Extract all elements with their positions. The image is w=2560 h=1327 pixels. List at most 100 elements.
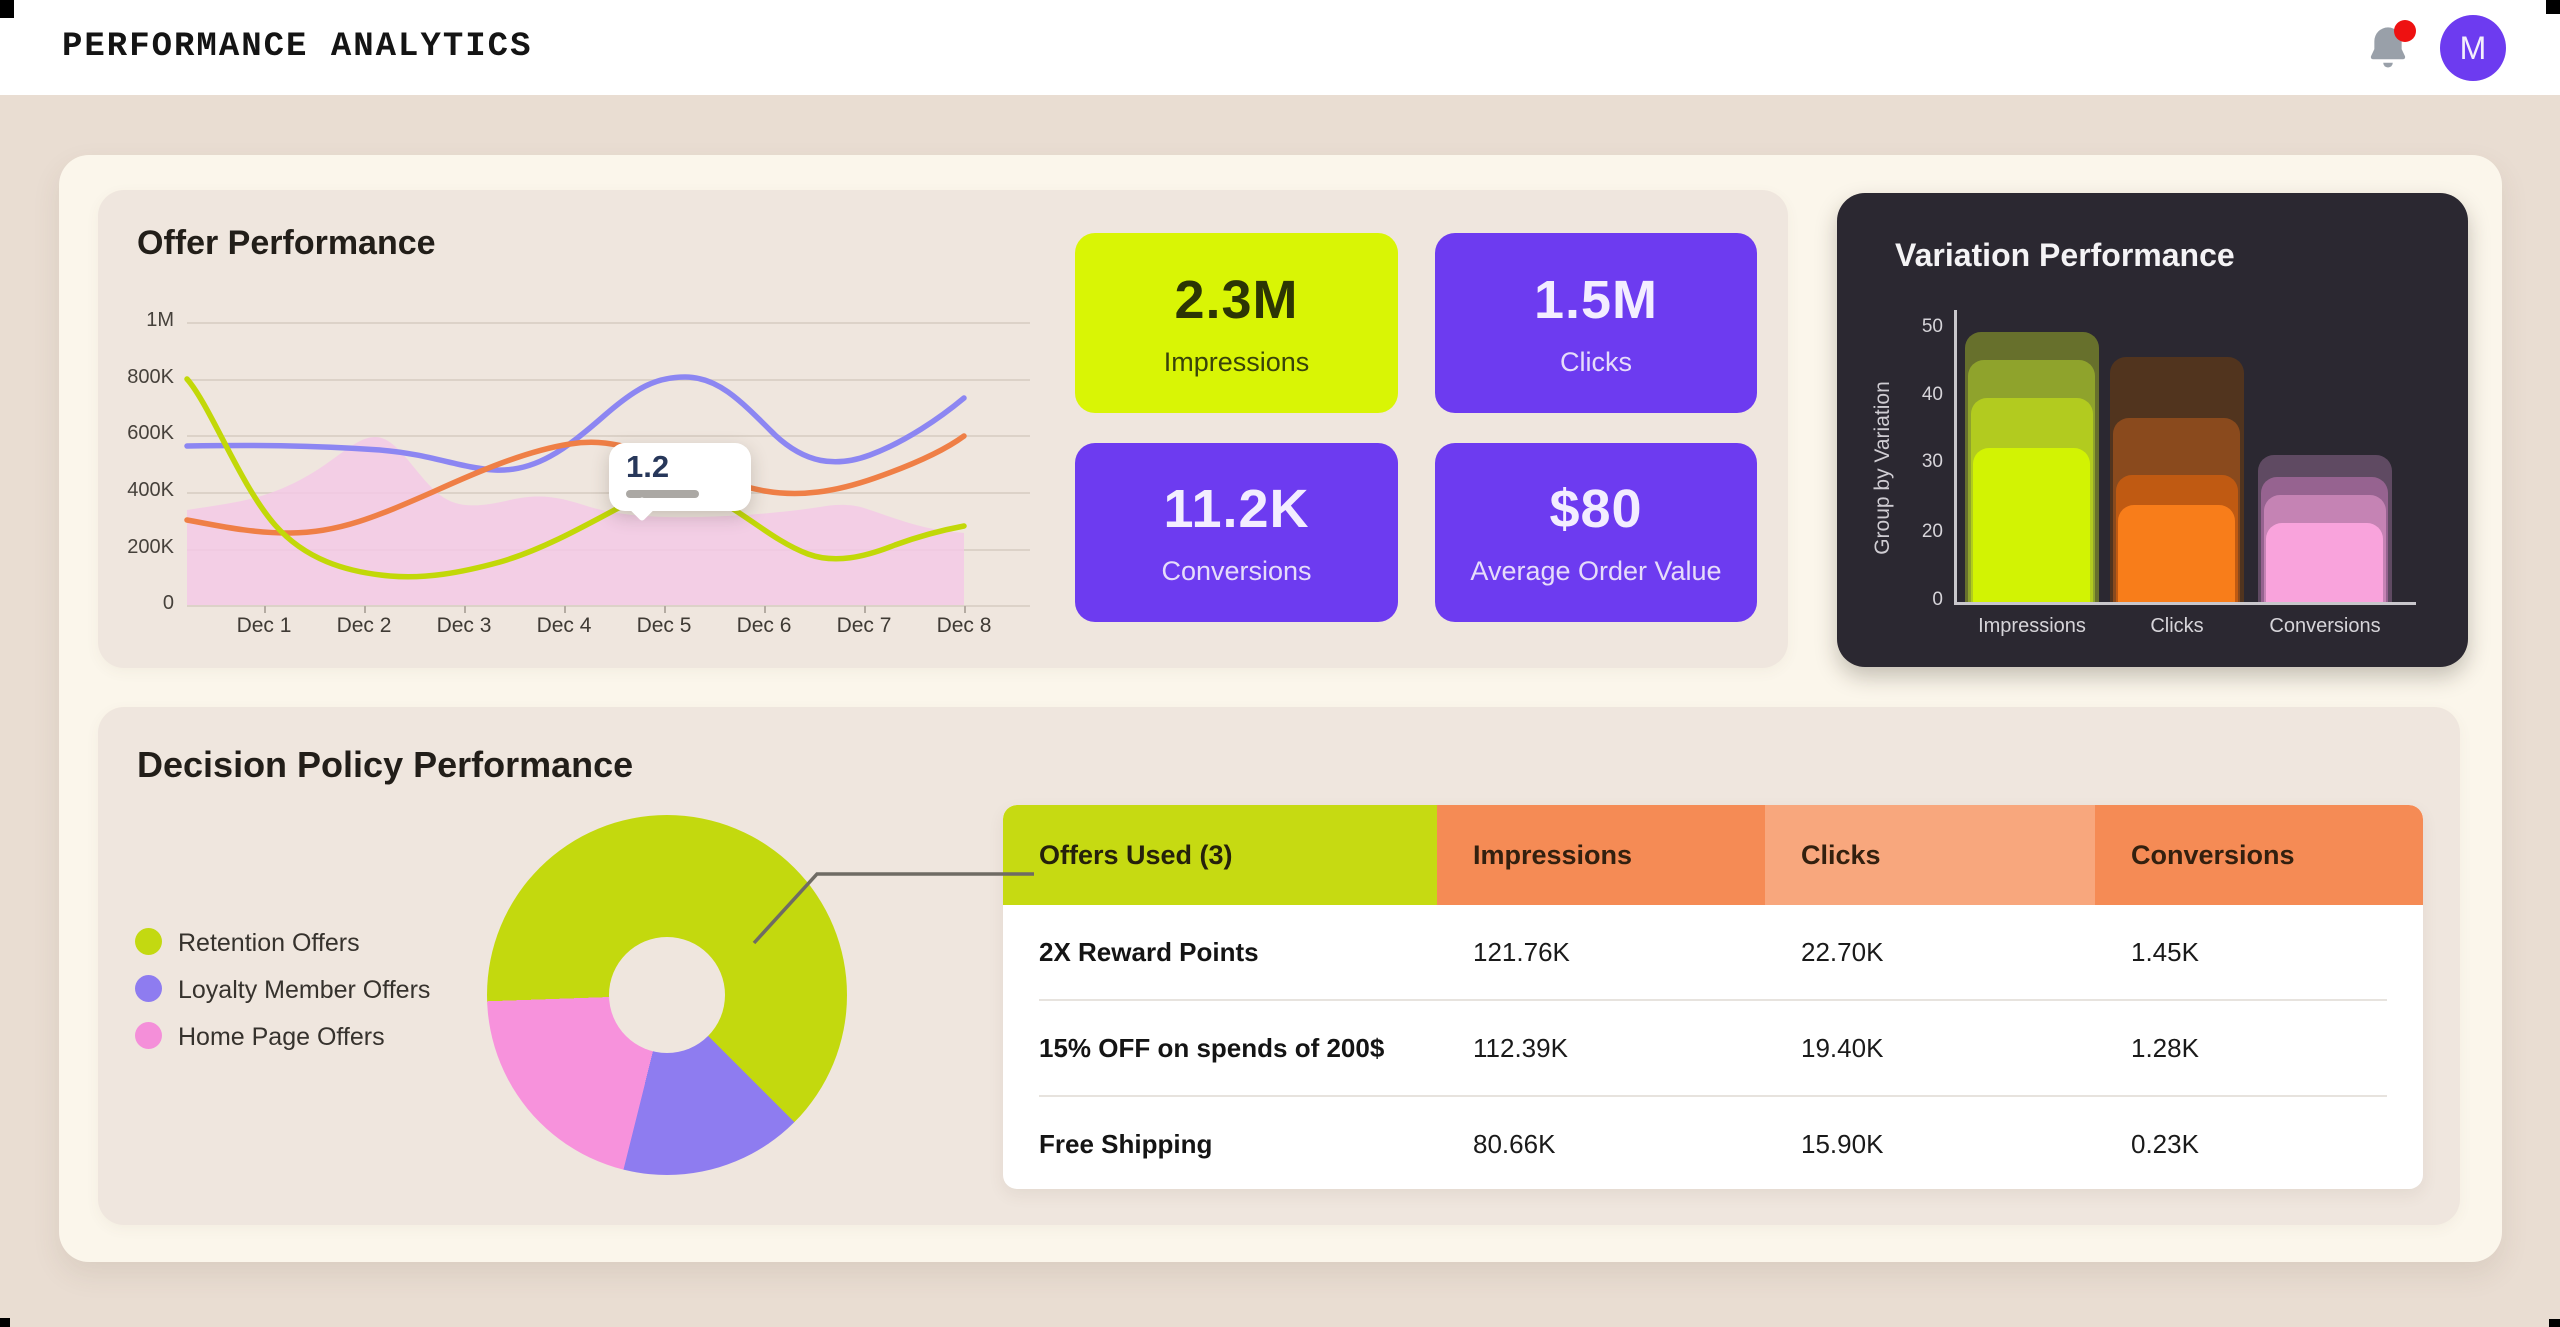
offer-conversions: 0.23K (2131, 1128, 2199, 1159)
legend-dot-loyalty (135, 975, 162, 1002)
corner-mark-bottom-left (0, 1318, 10, 1327)
x-axis-tick: Dec 3 (436, 614, 492, 637)
y-axis-tick: 600K (127, 422, 174, 444)
x-tick (964, 606, 966, 613)
table-header-clicks: Clicks (1765, 805, 2095, 905)
x-axis-tick: Dec 1 (236, 614, 292, 637)
x-axis-tick: Dec 4 (536, 614, 592, 637)
corner-mark-top-left (0, 0, 14, 18)
notifications-button[interactable] (2362, 20, 2416, 75)
bar-conversions-front[interactable] (2266, 523, 2383, 602)
offer-name: 15% OFF on spends of 200$ (1039, 1032, 1385, 1063)
offer-clicks: 22.70K (1801, 936, 1884, 967)
x-axis-tick: Dec 8 (936, 614, 992, 637)
x-tick (464, 606, 466, 613)
x-axis-tick: Dec 2 (336, 614, 392, 637)
legend-label-loyalty: Loyalty Member Offers (178, 976, 431, 1004)
x-tick (864, 606, 866, 613)
legend-dot-retention (135, 928, 162, 955)
offer-conversions: 1.28K (2131, 1032, 2199, 1063)
stat-value: 11.2K (1163, 479, 1310, 539)
offer-conversions: 1.45K (2131, 936, 2199, 967)
stat-card-average-order-value[interactable]: $80 Average Order Value (1435, 443, 1757, 622)
gridline (187, 605, 1030, 607)
x-axis-tick: Impressions (1978, 615, 2086, 637)
corner-mark-top-right (2546, 0, 2560, 14)
row-divider (1039, 1095, 2387, 1097)
stat-label: Clicks (1560, 346, 1632, 377)
y-axis-tick: 20 (1921, 521, 1943, 542)
stat-card-clicks[interactable]: 1.5M Clicks (1435, 233, 1757, 413)
donut-hole (609, 937, 725, 1053)
y-axis-tick: 40 (1921, 384, 1943, 405)
y-axis-tick: 50 (1921, 316, 1943, 337)
offer-clicks: 15.90K (1801, 1128, 1884, 1159)
gridline (187, 435, 1030, 437)
y-axis-tick: 200K (127, 536, 174, 558)
stat-label: Impressions (1163, 346, 1310, 377)
retention-line (184, 376, 967, 580)
legend-label-retention: Retention Offers (178, 929, 360, 957)
orange-line (184, 433, 967, 536)
x-tick (764, 606, 766, 613)
offer-name: 2X Reward Points (1039, 936, 1259, 967)
x-axis-tick: Clicks (2150, 615, 2204, 637)
avatar[interactable]: M (2440, 15, 2506, 81)
gridline (187, 379, 1030, 381)
avatar-initial: M (2459, 29, 2487, 66)
tooltip-progress-bar (626, 490, 699, 498)
offer-performance-card: Offer Performance 1M 800K 600K 400K 200K… (98, 190, 1788, 668)
x-tick (264, 606, 266, 613)
stat-value: 2.3M (1174, 269, 1299, 330)
stat-card-conversions[interactable]: 11.2K Conversions (1075, 443, 1398, 622)
decision-policy-card: Decision Policy Performance Retention Of… (98, 707, 2460, 1225)
home-page-offers-area (187, 437, 964, 605)
offer-performance-heading: Offer Performance (137, 224, 436, 262)
gridline (187, 492, 1030, 494)
tooltip-value: 1.2 (626, 449, 670, 484)
stat-label: Average Order Value (1470, 556, 1722, 586)
page-title: PERFORMANCE ANALYTICS (62, 28, 533, 66)
y-axis-tick: 800K (127, 366, 174, 388)
y-axis-tick: 1M (146, 309, 174, 331)
variation-performance-card: Variation Performance Group by Variation… (1837, 193, 2468, 667)
corner-mark-bottom-right (2549, 1319, 2560, 1327)
y-axis-tick: 400K (127, 479, 174, 501)
table-row[interactable]: 15% OFF on spends of 200$ 112.39K 19.40K… (1003, 1001, 2423, 1095)
variation-y-axis-label: Group by Variation (1871, 381, 1894, 555)
x-tick (564, 606, 566, 613)
legend-dot-home-page (135, 1022, 162, 1049)
notification-badge (2394, 20, 2416, 42)
table-row[interactable]: 2X Reward Points 121.76K 22.70K 1.45K (1003, 905, 2423, 999)
offer-impressions: 121.76K (1473, 936, 1570, 967)
offer-clicks: 19.40K (1801, 1032, 1884, 1063)
top-bar (0, 0, 2560, 95)
x-axis-line (1954, 602, 2416, 605)
x-axis-tick: Conversions (2269, 615, 2381, 637)
stat-card-impressions[interactable]: 2.3M Impressions (1075, 233, 1398, 413)
offer-name: Free Shipping (1039, 1128, 1213, 1159)
x-axis-tick: Dec 5 (636, 614, 692, 637)
bar-impressions-front[interactable] (1973, 448, 2090, 602)
legend-label-home-page: Home Page Offers (178, 1023, 385, 1051)
row-divider (1039, 999, 2387, 1001)
table-header-conversions: Conversions (2095, 805, 2423, 905)
y-axis-tick: 0 (162, 592, 174, 614)
decision-policy-heading: Decision Policy Performance (137, 744, 634, 785)
y-axis-line (1954, 310, 1957, 605)
offer-impressions: 80.66K (1473, 1128, 1556, 1159)
x-axis-tick: Dec 7 (836, 614, 892, 637)
offer-line-chart[interactable] (140, 285, 1040, 620)
stat-label: Conversions (1161, 556, 1312, 586)
offer-impressions: 112.39K (1473, 1032, 1568, 1063)
y-axis-tick: 0 (1932, 589, 1943, 610)
table-row[interactable]: Free Shipping 80.66K 15.90K 0.23K (1003, 1097, 2423, 1189)
bar-clicks-front[interactable] (2118, 505, 2235, 602)
x-tick (364, 606, 366, 613)
x-axis-tick: Dec 6 (736, 614, 792, 637)
variation-performance-heading: Variation Performance (1895, 237, 2235, 273)
stat-value: 1.5M (1533, 269, 1659, 330)
bell-icon (2362, 27, 2414, 79)
stat-value: $80 (1549, 479, 1643, 539)
y-axis-tick: 30 (1921, 451, 1943, 472)
